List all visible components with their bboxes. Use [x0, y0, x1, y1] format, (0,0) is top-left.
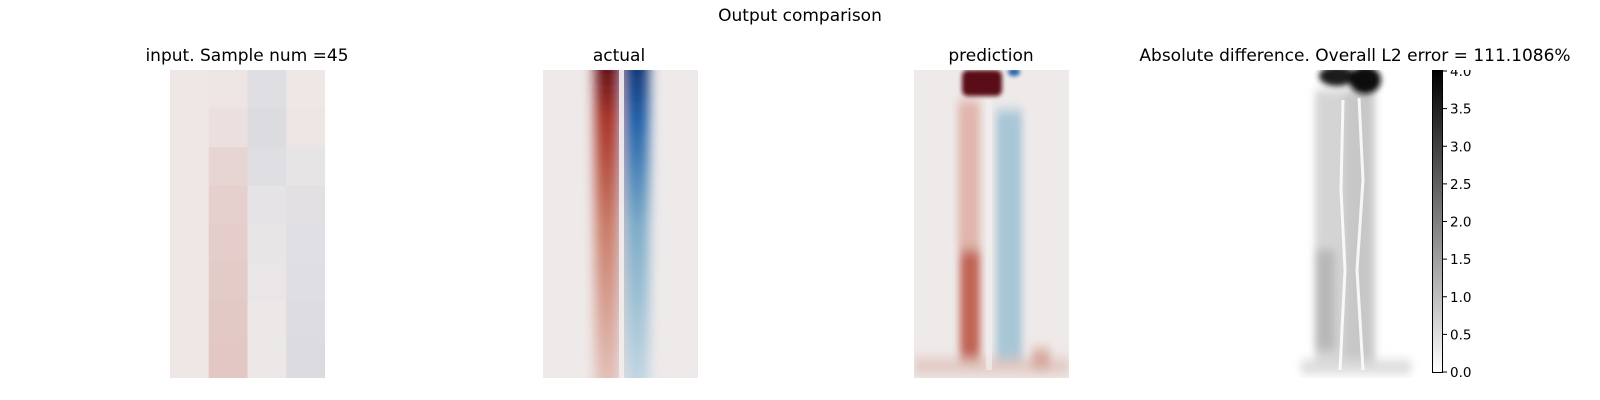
input-cell	[208, 147, 248, 186]
figure-suptitle: Output comparison	[718, 6, 882, 26]
input-cell	[286, 224, 325, 263]
prediction-red-column-faint	[958, 100, 980, 250]
input-cell	[286, 70, 325, 109]
input-cell	[170, 108, 210, 148]
input-cell	[247, 185, 287, 225]
input-cell	[170, 224, 210, 263]
prediction-heatmap	[914, 70, 1069, 378]
input-cell	[247, 301, 287, 340]
abs-diff-dark-top-left	[1319, 70, 1355, 86]
input-cell	[247, 70, 287, 109]
input-cell	[170, 301, 210, 340]
input-cell	[247, 224, 287, 263]
input-cell	[286, 262, 325, 302]
input-cell	[286, 147, 325, 186]
prediction-red-column-lower	[960, 250, 980, 360]
prediction-blue-spot	[1008, 70, 1020, 76]
input-heatmap	[170, 70, 325, 378]
input-cell	[247, 262, 287, 302]
colorbar: 0.0 0.5 1.0 1.5 2.0 2.5 3.0 3.5 4.0	[1432, 70, 1471, 380]
colorbar-tick-label: 0.0	[1450, 365, 1471, 380]
input-cell	[247, 339, 287, 378]
colorbar-tick-label: 1.5	[1450, 252, 1471, 268]
input-cell	[208, 185, 248, 225]
colorbar-tick-label: 1.0	[1450, 290, 1471, 306]
abs-diff-heatmap	[1285, 70, 1440, 378]
input-cell	[208, 262, 248, 302]
colorbar-gradient	[1432, 70, 1443, 373]
input-cell	[208, 339, 248, 378]
panel-title-actual: actual	[592, 46, 646, 66]
input-cell	[170, 262, 210, 302]
input-cell	[170, 185, 210, 225]
colorbar-tick-label: 0.5	[1450, 327, 1471, 343]
prediction-red-blob	[962, 70, 1002, 96]
input-cell	[208, 70, 248, 109]
input-cell	[170, 70, 210, 109]
input-cell	[247, 108, 287, 148]
colorbar-tick-label: 3.0	[1450, 139, 1471, 155]
abs-diff-dark-top-right	[1349, 70, 1381, 94]
panel-title-prediction: prediction	[948, 46, 1034, 66]
colorbar-tick-label: 2.5	[1450, 177, 1471, 193]
input-cell	[170, 147, 210, 186]
input-cell	[286, 339, 325, 378]
actual-heatmap	[543, 70, 698, 378]
colorbar-tick-label: 2.0	[1450, 215, 1471, 231]
colorbar-tick-label: 4.0	[1450, 70, 1471, 80]
input-cell	[286, 301, 325, 340]
input-cell	[170, 339, 210, 378]
panel-title-input: input. Sample num =45	[145, 46, 349, 66]
input-cell	[286, 108, 325, 148]
actual-blue-band	[625, 70, 649, 378]
input-cell	[286, 185, 325, 225]
colorbar-tick-label: 3.5	[1450, 102, 1471, 118]
input-cell	[208, 108, 248, 148]
prediction-blue-column	[996, 110, 1022, 360]
input-cell	[247, 147, 287, 186]
actual-red-band	[595, 70, 619, 378]
panel-title-abs-diff: Absolute difference. Overall L2 error = …	[1139, 46, 1571, 66]
input-cell	[208, 301, 248, 340]
input-cell	[208, 224, 248, 263]
